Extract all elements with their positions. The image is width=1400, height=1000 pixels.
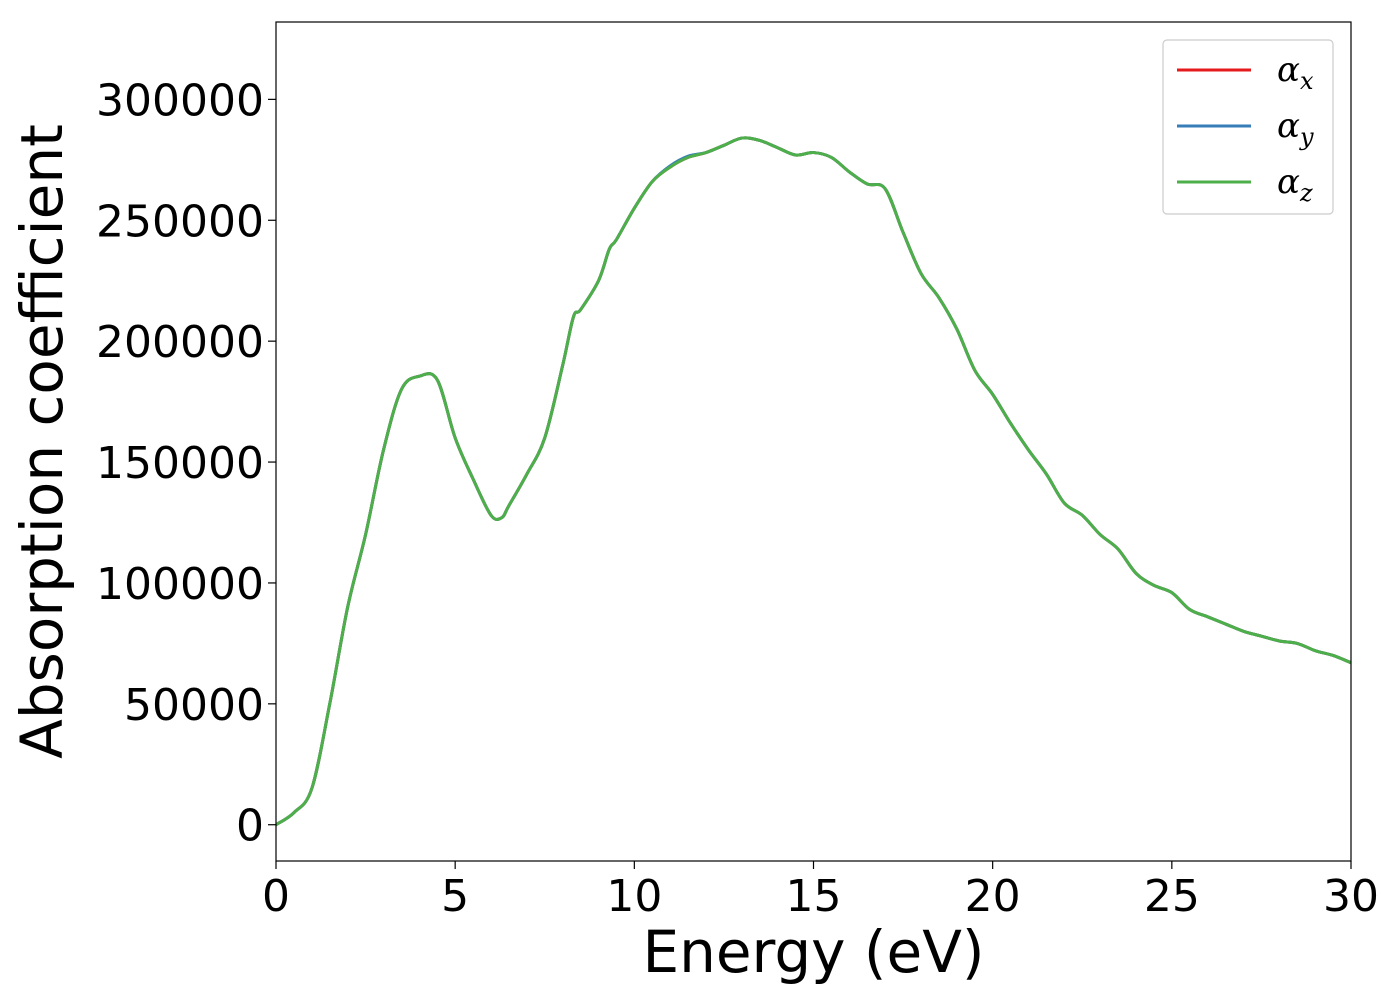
- y-tick-label: 0: [236, 801, 264, 852]
- x-tick-label: 20: [965, 871, 1021, 922]
- y-tick-label: 150000: [96, 438, 264, 489]
- plot-series: [276, 136, 1351, 827]
- x-tick-label: 10: [606, 871, 662, 922]
- y-tick-label: 200000: [96, 317, 264, 368]
- legend-label-z: αz: [1277, 162, 1313, 207]
- legend-label-x: αx: [1277, 50, 1314, 95]
- legend: αx αy αz: [1162, 39, 1334, 215]
- y-axis-title: Absorption coefficient: [8, 124, 76, 759]
- x-axis-ticks: 0 5 10 15 20 25 30: [262, 861, 1379, 922]
- x-tick-label: 15: [786, 871, 842, 922]
- x-tick-label: 30: [1323, 871, 1379, 922]
- y-tick-label: 300000: [96, 75, 264, 126]
- series-line-z: [276, 136, 1351, 827]
- x-tick-label: 5: [441, 871, 469, 922]
- y-tick-label: 250000: [96, 196, 264, 247]
- y-axis-ticks: 0 50000 100000 150000 200000 250000 300000: [96, 75, 276, 852]
- legend-label-y: αy: [1277, 106, 1314, 151]
- x-axis-title: Energy (eV): [642, 918, 984, 986]
- y-tick-label: 50000: [124, 680, 264, 731]
- y-tick-label: 100000: [96, 559, 264, 610]
- x-tick-label: 25: [1144, 871, 1200, 922]
- x-tick-label: 0: [262, 871, 290, 922]
